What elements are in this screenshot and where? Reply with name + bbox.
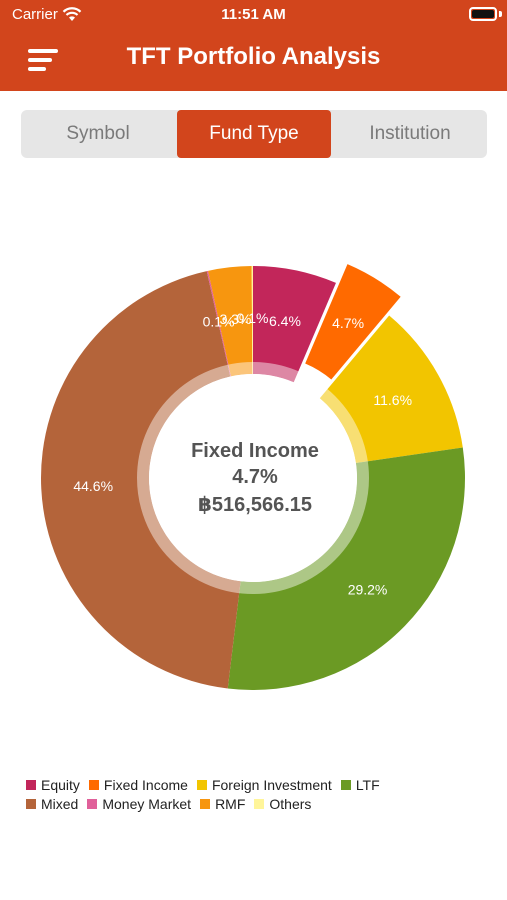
legend-label: Money Market — [102, 796, 192, 812]
hamburger-icon — [28, 49, 58, 53]
legend-label: Foreign Investment — [211, 777, 332, 793]
wifi-icon — [62, 7, 82, 21]
legend-row: Mixed Money Market RMF Others — [26, 795, 486, 813]
chart-legend: Equity Fixed Income Foreign Investment LTF M… — [26, 776, 486, 814]
slice-label-fixed-income: 4.7% — [332, 315, 364, 331]
slice-ltf[interactable] — [227, 447, 465, 690]
legend-item-rmf[interactable]: RMF — [200, 795, 245, 813]
legend-label: Fixed Income — [103, 777, 188, 793]
slice-equity[interactable] — [253, 266, 336, 383]
slice-mixed[interactable] — [40, 271, 241, 689]
slice-others[interactable] — [251, 266, 253, 375]
legend-item-money-market[interactable]: Money Market — [87, 795, 191, 813]
tab-fund-type[interactable]: Fund Type — [177, 110, 331, 158]
legend-swatch — [196, 780, 207, 790]
slice-money-market[interactable] — [206, 270, 231, 377]
legend-item-equity[interactable]: Equity — [26, 776, 80, 794]
navigation-bar: Carrier 11:51 AM TFT Portfolio Analysis — [0, 0, 507, 91]
donut-hole — [149, 374, 357, 582]
selected-fund-type-label: Fixed Income — [191, 440, 319, 462]
slice-fixed-income[interactable] — [305, 264, 401, 380]
tab-institution[interactable]: Institution — [369, 123, 451, 144]
slice-label-foreign-investment: 11.6% — [373, 392, 412, 408]
legend-swatch — [26, 780, 36, 790]
legend-swatch — [87, 799, 98, 809]
battery-tip — [499, 11, 502, 17]
tab-symbol[interactable]: Symbol — [66, 123, 130, 144]
legend-item-ltf[interactable]: LTF — [340, 776, 380, 794]
page-title: TFT Portfolio Analysis — [126, 43, 381, 70]
slice-label-rmf: 3.3% — [219, 311, 251, 327]
clock: 11:51 AM — [221, 6, 286, 23]
slice-label-mixed: 44.6% — [73, 478, 113, 494]
legend-swatch — [88, 780, 99, 790]
legend-swatch — [26, 799, 36, 809]
slice-label-money-market: 0.1% — [203, 314, 235, 330]
legend-label: Others — [269, 796, 312, 812]
slice-label-ltf: 29.2% — [348, 582, 388, 598]
legend-item-mixed[interactable]: Mixed — [26, 795, 78, 813]
inner-ring — [137, 362, 369, 594]
donut-chart: 6.4% 4.7% 11.6% 29.2% 44.6% 0.1%3.3%0.1% — [40, 264, 465, 690]
slice-foreign-investment[interactable] — [319, 315, 463, 464]
legend-row: Equity Fixed Income Foreign Investment LTF — [26, 776, 486, 794]
menu-button[interactable] — [20, 42, 62, 78]
slice-label-others: 0.1% — [237, 310, 269, 326]
legend-label: RMF — [215, 796, 246, 812]
legend-swatch — [340, 780, 351, 790]
selected-fund-type-percent: 4.7% — [232, 466, 278, 488]
legend-item-foreign-investment[interactable]: Foreign Investment — [196, 776, 332, 794]
legend-item-others[interactable]: Others — [254, 795, 311, 813]
slice-label-equity: 6.4% — [269, 313, 301, 329]
segmented-control: Symbol Fund Type Institution — [21, 110, 487, 158]
legend-swatch — [254, 799, 265, 809]
legend-item-fixed-income[interactable]: Fixed Income — [88, 776, 188, 794]
slice-rmf[interactable] — [208, 266, 253, 377]
status-bar: Carrier 11:51 AM — [0, 0, 507, 28]
carrier-label: Carrier — [12, 6, 58, 23]
legend-label: Mixed — [41, 796, 79, 812]
legend-label: LTF — [355, 777, 380, 793]
battery-icon — [469, 7, 497, 21]
legend-label: Equity — [41, 777, 80, 793]
selected-fund-type-amount: ฿516,566.15 — [197, 494, 312, 516]
legend-swatch — [200, 799, 211, 809]
